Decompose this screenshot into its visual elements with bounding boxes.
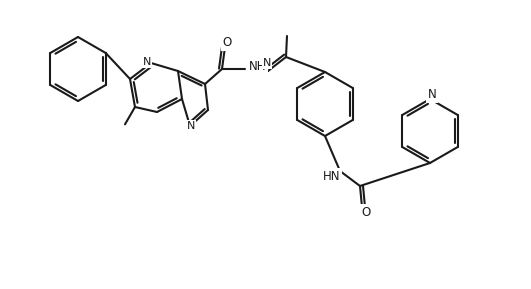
Text: NH: NH xyxy=(249,60,267,73)
Text: N: N xyxy=(143,57,151,67)
Text: N: N xyxy=(427,88,436,101)
Text: HN: HN xyxy=(323,170,341,182)
Text: N: N xyxy=(263,58,271,68)
Text: O: O xyxy=(222,36,232,49)
Text: O: O xyxy=(362,205,371,218)
Text: N: N xyxy=(187,121,195,131)
